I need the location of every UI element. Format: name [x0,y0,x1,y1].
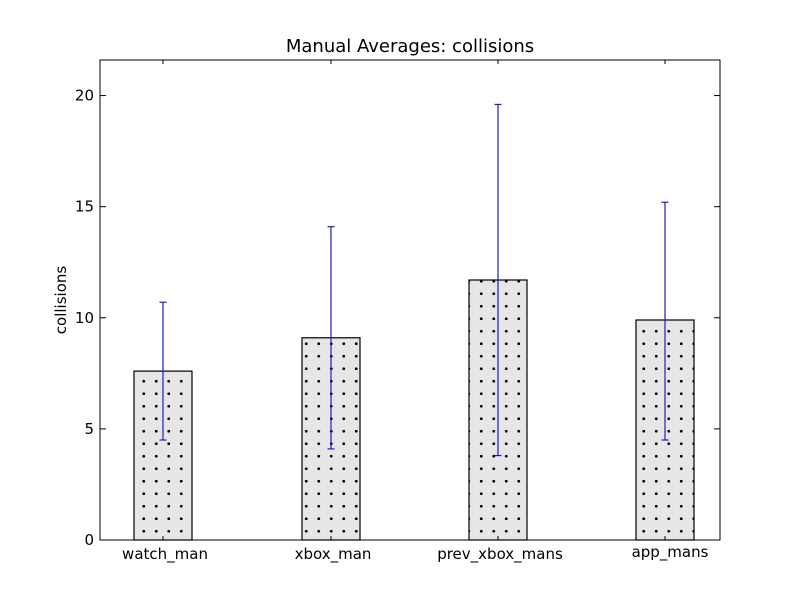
y-tick-label-15: 15 [75,198,94,216]
y-tick-label-5: 5 [84,420,94,438]
x-tick-label-watch-man: watch_man [122,545,208,564]
x-tick-label-xbox-man: xbox_man [295,545,372,564]
error-bars-layer [159,103,669,457]
bars-layer [133,279,695,541]
plot-area-frame [99,59,721,541]
y-axis-label: collisions [52,266,70,335]
x-tick-label-app-mans: app_mans [632,543,709,562]
x-tick-label-prev-xbox-mans: prev_xbox_mans [437,545,563,564]
y-tick-label-10: 10 [75,309,94,327]
y-tick-label-20: 20 [75,87,94,105]
chart-title: Manual Averages: collisions [286,36,534,57]
y-tick-label-0: 0 [84,531,94,549]
ticks-layer: watch_man xbox_man prev_xbox_mans app_mans 0… [75,60,720,564]
